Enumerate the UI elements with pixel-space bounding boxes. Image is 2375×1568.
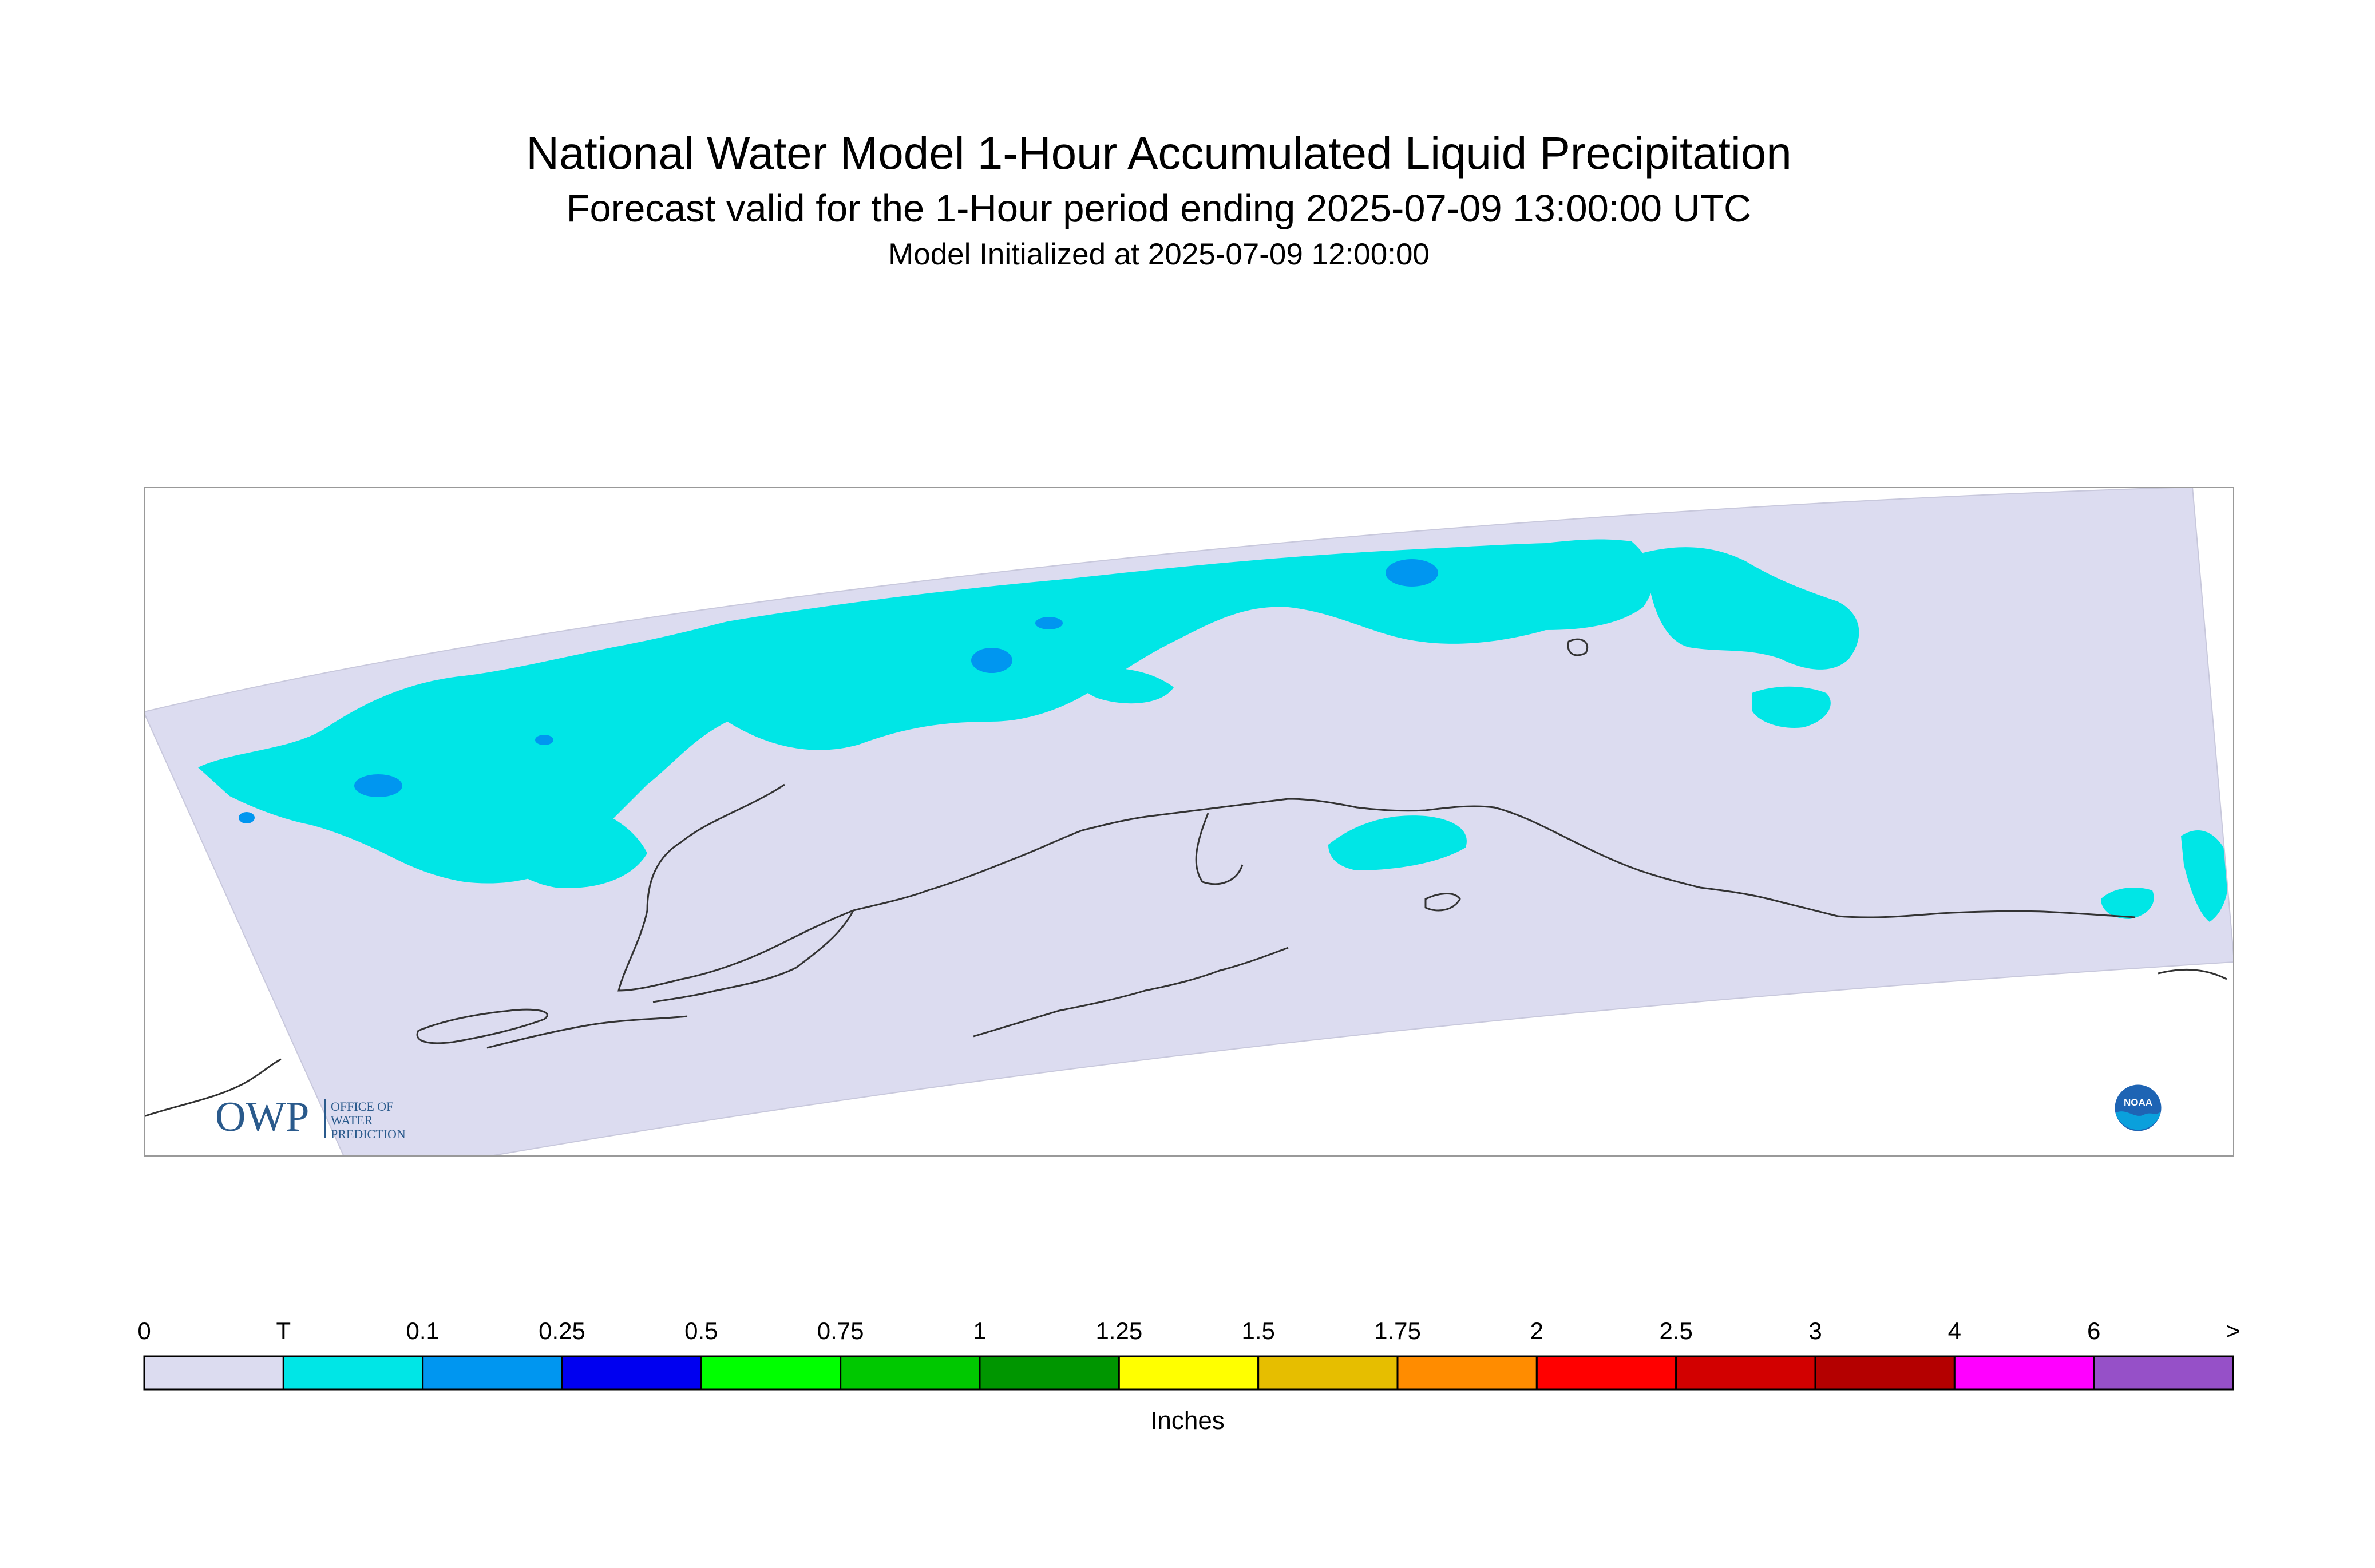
noaa-logo-ring	[2113, 1083, 2163, 1133]
colorbar-swatch	[1814, 1355, 1956, 1391]
owp-logo: OWP OFFICE OF WATER PREDICTION	[215, 1094, 406, 1141]
coastline-aleutian	[486, 1015, 688, 1049]
colorbar-units: Inches	[1150, 1407, 1225, 1435]
alaska-coastline	[144, 638, 2227, 1118]
coastline-sw-shore	[144, 1058, 282, 1118]
colorbar: 0 T 0.1 0.25 0.5 0.75 1 1.25 1.5 1.75 2 2.5 3 4 6 >	[137, 1317, 2240, 1391]
precip-area-northeast	[1546, 539, 1653, 630]
precip-map: OWP OFFICE OF WATER PREDICTION NOAA	[144, 487, 2234, 1157]
owp-logo-line3: PREDICTION	[331, 1127, 406, 1141]
colorbar-swatch	[1396, 1355, 1538, 1391]
owp-logo-line1: OFFICE OF	[331, 1099, 393, 1114]
coastline-inlet	[1195, 813, 1244, 885]
colorbar-swatch	[1257, 1355, 1399, 1391]
colorbar-swatch	[561, 1355, 702, 1391]
map-title: National Water Model 1-Hour Accumulated …	[526, 128, 1792, 179]
colorbar-tick-label: 2	[1530, 1317, 1543, 1344]
colorbar-tick-label: 1.25	[1095, 1317, 1142, 1344]
precip-area-far-east	[2181, 830, 2229, 922]
trace-precip-areas	[198, 539, 2229, 922]
colorbar-tick-label: 1	[973, 1317, 986, 1344]
colorbar-swatch	[1118, 1355, 1260, 1391]
init-time: Model Initialized at 2025-07-09 12:00:00	[888, 237, 1430, 271]
noaa-logo: NOAA	[2113, 1083, 2163, 1133]
colorbar-swatch	[979, 1355, 1120, 1391]
noaa-logo-text: NOAA	[2124, 1097, 2152, 1108]
precip-area-coast	[1328, 815, 1467, 870]
colorbar-tick-label: T	[276, 1317, 291, 1344]
colorbar-tick-label: 3	[1808, 1317, 1822, 1344]
colorbar-labels: 0 T 0.1 0.25 0.5 0.75 1 1.25 1.5 1.75 2 2.5 3 4 6 >	[137, 1317, 2240, 1344]
map-subtitle: Forecast valid for the 1-Hour period end…	[566, 187, 1752, 230]
coastline-island-3	[2158, 968, 2227, 980]
colorbar-tick-label: 0.5	[684, 1317, 718, 1344]
coastline-west-island	[416, 1008, 548, 1044]
precip-area-west-2	[481, 799, 647, 888]
colorbar-tick-label: 1.75	[1374, 1317, 1421, 1344]
precip-area-east	[1643, 547, 1859, 670]
map-frame	[144, 487, 2234, 1157]
precip-area-southeast	[2101, 888, 2154, 919]
colorbar-tick-label: 2.5	[1659, 1317, 1692, 1344]
precip-spot	[535, 735, 553, 745]
owp-logo-line2: WATER	[331, 1113, 373, 1127]
colorbar-tick-label: 0.75	[817, 1317, 864, 1344]
owp-logo-abbr: OWP	[215, 1094, 309, 1141]
coastline-kenai	[652, 910, 854, 1003]
colorbar-swatch	[1535, 1355, 1677, 1391]
coastline-mainland	[618, 783, 2136, 992]
noaa-logo-wave	[2116, 1111, 2160, 1130]
coastline-island-1	[1424, 893, 1461, 912]
colorbar-swatch	[2093, 1355, 2234, 1391]
precip-area-east-small	[1752, 686, 1831, 728]
colorbar-swatch	[422, 1355, 563, 1391]
colorbar-swatch	[840, 1355, 981, 1391]
colorbar-swatch	[1675, 1355, 1816, 1391]
colorbar-tick-label: 1.5	[1241, 1317, 1274, 1344]
colorbar-tick-label: 0.25	[539, 1317, 585, 1344]
precip-spot	[971, 648, 1012, 673]
colorbar-tick-label: 0.1	[406, 1317, 439, 1344]
precip-area-strip	[1080, 668, 1174, 704]
colorbar-swatches	[143, 1355, 2234, 1391]
precip-area-central	[727, 543, 1546, 750]
light-precip-spots	[239, 559, 1438, 823]
precip-spot	[1035, 617, 1063, 629]
precip-spot	[1386, 559, 1438, 587]
colorbar-swatch	[700, 1355, 842, 1391]
colorbar-swatch	[143, 1355, 284, 1391]
colorbar-tick-label: 4	[1948, 1317, 1961, 1344]
coastline-peninsula	[973, 947, 1289, 1038]
colorbar-tick-label: >	[2226, 1317, 2241, 1344]
colorbar-tick-label: 0	[137, 1317, 151, 1344]
colorbar-swatch	[282, 1355, 424, 1391]
colorbar-swatch	[1953, 1355, 2095, 1391]
coastline-island-2	[1567, 638, 1589, 656]
precip-spot	[354, 774, 402, 797]
precip-spot	[239, 812, 255, 823]
colorbar-tick-label: 6	[2087, 1317, 2100, 1344]
